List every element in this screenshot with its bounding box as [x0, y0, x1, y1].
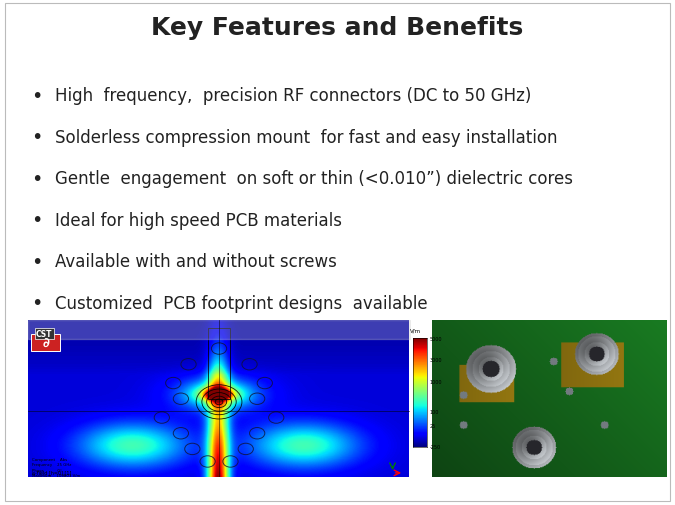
Text: •: • — [32, 293, 43, 313]
Text: e-field [h=0] [1]: e-field [h=0] [1] — [32, 469, 72, 474]
Text: Available with and without screws: Available with and without screws — [55, 252, 338, 271]
Text: Ideal for high speed PCB materials: Ideal for high speed PCB materials — [55, 211, 342, 229]
Text: Component    Abs
Frequency    25 GHz
Phase           0°
Maximum    109801 V/m: Component Abs Frequency 25 GHz Phase 0° … — [32, 458, 80, 477]
Text: •: • — [32, 128, 43, 147]
Text: 1000: 1000 — [430, 379, 443, 384]
Text: Series: SMA, 2.92 mm  and 2.4 mm: Series: SMA, 2.92 mm and 2.4 mm — [55, 335, 350, 353]
Text: -250: -250 — [430, 444, 441, 449]
Text: •: • — [32, 86, 43, 106]
Text: 25: 25 — [430, 423, 436, 428]
Text: High  frequency,  precision RF connectors (DC to 50 GHz): High frequency, precision RF connectors … — [55, 87, 532, 105]
Text: •: • — [32, 169, 43, 188]
Text: •: • — [32, 335, 43, 354]
Text: Key Features and Benefits: Key Features and Benefits — [151, 16, 524, 40]
Text: ∂: ∂ — [42, 336, 49, 349]
Text: CST: CST — [36, 329, 53, 338]
Text: •: • — [32, 211, 43, 230]
FancyBboxPatch shape — [31, 334, 60, 351]
Text: 5000: 5000 — [430, 336, 443, 341]
Text: Customized  PCB footprint designs  available: Customized PCB footprint designs availab… — [55, 294, 428, 312]
Text: 3000: 3000 — [430, 358, 443, 363]
Text: Solderless compression mount  for fast and easy installation: Solderless compression mount for fast an… — [55, 128, 558, 146]
Text: Gentle  engagement  on soft or thin (<0.010”) dielectric cores: Gentle engagement on soft or thin (<0.01… — [55, 170, 573, 188]
Text: 100: 100 — [430, 410, 439, 415]
Text: V/m: V/m — [410, 328, 421, 333]
Text: •: • — [32, 252, 43, 271]
Bar — [208, 329, 230, 399]
